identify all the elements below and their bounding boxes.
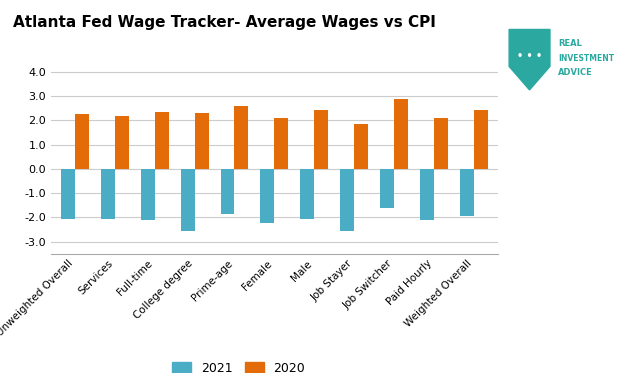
Bar bbox=[181, 169, 195, 231]
Bar bbox=[394, 98, 408, 169]
Text: ADVICE: ADVICE bbox=[558, 68, 593, 77]
Bar bbox=[221, 169, 235, 214]
Bar bbox=[460, 169, 473, 216]
Bar bbox=[340, 169, 354, 231]
Bar bbox=[115, 116, 129, 169]
Polygon shape bbox=[509, 29, 550, 90]
Bar bbox=[380, 169, 394, 208]
Text: • • •: • • • bbox=[517, 51, 542, 61]
Bar bbox=[274, 118, 288, 169]
Bar bbox=[420, 169, 434, 220]
Text: INVESTMENT: INVESTMENT bbox=[558, 54, 614, 63]
Bar bbox=[61, 169, 75, 219]
Bar bbox=[473, 110, 487, 169]
Text: REAL: REAL bbox=[558, 39, 582, 48]
Bar bbox=[154, 112, 168, 169]
Text: Atlanta Fed Wage Tracker- Average Wages vs CPI: Atlanta Fed Wage Tracker- Average Wages … bbox=[13, 15, 436, 30]
Bar bbox=[101, 169, 115, 219]
Bar bbox=[141, 169, 155, 220]
Legend: 2021, 2020: 2021, 2020 bbox=[167, 357, 310, 373]
Bar bbox=[354, 124, 368, 169]
Bar bbox=[195, 113, 209, 169]
Bar bbox=[75, 115, 89, 169]
Bar bbox=[434, 118, 448, 169]
Bar bbox=[315, 110, 328, 169]
Bar bbox=[235, 106, 248, 169]
Bar bbox=[300, 169, 315, 219]
Bar bbox=[260, 169, 274, 223]
